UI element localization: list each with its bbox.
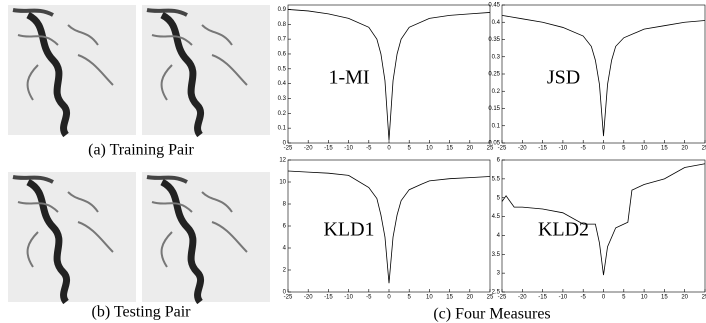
x-tick-label: 0 bbox=[602, 295, 606, 301]
y-tick-label: 0.2 bbox=[278, 111, 287, 117]
y-tick-label: 0.9 bbox=[278, 7, 287, 13]
x-tick-label: 10 bbox=[641, 295, 648, 301]
x-tick-label: -25 bbox=[498, 295, 507, 301]
y-tick-label: 0.8 bbox=[278, 22, 287, 28]
figure: (a) Training Pair (b) Testing Pair (c) F… bbox=[0, 0, 706, 323]
line bbox=[288, 9, 490, 140]
x-tick-label: -10 bbox=[344, 146, 353, 152]
x-tick-label: -15 bbox=[538, 295, 547, 301]
x-tick-label: 15 bbox=[661, 146, 668, 152]
x-tick-label: 15 bbox=[661, 295, 668, 301]
x-tick-label: -25 bbox=[498, 146, 507, 152]
y-tick-label: 0.25 bbox=[488, 72, 500, 78]
x-tick-label: 25 bbox=[702, 146, 706, 152]
x-tick-label: 5 bbox=[622, 146, 626, 152]
x-tick-label: 25 bbox=[702, 295, 706, 301]
x-tick-label: -20 bbox=[518, 146, 527, 152]
annotation: KLD2 bbox=[538, 219, 589, 241]
x-tick-label: 5 bbox=[622, 295, 626, 301]
x-tick-label: -10 bbox=[559, 295, 568, 301]
x-tick-label: -5 bbox=[366, 146, 372, 152]
x-tick-label: 20 bbox=[466, 295, 473, 301]
x-tick-label: 20 bbox=[681, 295, 688, 301]
x-tick-label: -20 bbox=[304, 146, 313, 152]
y-tick-label: 0.5 bbox=[278, 66, 287, 72]
y-tick-label: 0.4 bbox=[278, 81, 287, 87]
y-tick-label: 0.2 bbox=[492, 89, 501, 95]
x-tick-label: 0 bbox=[602, 146, 606, 152]
y-tick-label: 0.45 bbox=[488, 3, 500, 9]
plot-frame bbox=[502, 5, 705, 143]
y-tick-label: 12 bbox=[279, 158, 286, 164]
annotation: KLD1 bbox=[323, 219, 374, 241]
y-tick-label: 3.5 bbox=[492, 252, 501, 258]
x-tick-label: 5 bbox=[408, 295, 412, 301]
x-tick-label: -15 bbox=[324, 295, 333, 301]
x-tick-label: -25 bbox=[284, 295, 293, 301]
plot-frame bbox=[288, 5, 490, 143]
y-tick-label: 5 bbox=[497, 195, 501, 201]
y-tick-label: 8 bbox=[283, 202, 287, 208]
caption: (a) Training Pair bbox=[88, 142, 194, 159]
x-tick-label: 10 bbox=[426, 295, 433, 301]
x-tick-label: -15 bbox=[538, 146, 547, 152]
y-tick-label: 0.3 bbox=[492, 54, 501, 60]
plot-frame bbox=[288, 160, 490, 292]
y-tick-label: 0.6 bbox=[278, 52, 287, 58]
annotation: 1-MI bbox=[328, 67, 369, 89]
y-tick-label: 0.3 bbox=[278, 96, 287, 102]
y-tick-label: 0.1 bbox=[278, 126, 287, 132]
y-tick-label: 0.35 bbox=[488, 37, 500, 43]
x-tick-label: -5 bbox=[581, 295, 587, 301]
y-tick-label: 0.15 bbox=[488, 106, 500, 112]
x-tick-label: 15 bbox=[446, 146, 453, 152]
x-tick-label: 15 bbox=[446, 295, 453, 301]
x-tick-label: -10 bbox=[344, 295, 353, 301]
x-tick-label: 20 bbox=[466, 146, 473, 152]
x-tick-label: -20 bbox=[518, 295, 527, 301]
annotation: JSD bbox=[547, 67, 580, 89]
y-tick-label: 2 bbox=[283, 268, 287, 274]
y-tick-label: 3 bbox=[497, 271, 501, 277]
image bbox=[8, 5, 136, 135]
line bbox=[502, 15, 705, 136]
image bbox=[142, 5, 270, 135]
line bbox=[288, 171, 490, 283]
x-tick-label: 0 bbox=[387, 295, 391, 301]
x-tick-label: 20 bbox=[681, 146, 688, 152]
caption: (b) Testing Pair bbox=[91, 304, 191, 321]
x-tick-label: 10 bbox=[426, 146, 433, 152]
y-tick-label: 4 bbox=[283, 246, 287, 252]
x-tick-label: 5 bbox=[408, 146, 412, 152]
y-tick-label: 0.4 bbox=[492, 20, 501, 26]
y-tick-label: 6 bbox=[497, 158, 501, 164]
x-tick-label: -25 bbox=[284, 146, 293, 152]
image bbox=[8, 172, 136, 302]
x-tick-label: -5 bbox=[366, 295, 372, 301]
y-tick-label: 4.5 bbox=[492, 214, 501, 220]
line bbox=[502, 164, 705, 275]
x-tick-label: 10 bbox=[641, 146, 648, 152]
caption: (c) Four Measures bbox=[433, 306, 550, 323]
y-tick-label: 10 bbox=[279, 180, 286, 186]
x-tick-label: -15 bbox=[324, 146, 333, 152]
x-tick-label: 0 bbox=[387, 146, 391, 152]
x-tick-label: -20 bbox=[304, 295, 313, 301]
y-tick-label: 0.7 bbox=[278, 37, 287, 43]
y-tick-label: 4 bbox=[497, 233, 501, 239]
y-tick-label: 5.5 bbox=[492, 176, 501, 182]
y-tick-label: 6 bbox=[283, 224, 287, 230]
x-tick-label: -5 bbox=[581, 146, 587, 152]
y-tick-label: 0.1 bbox=[492, 123, 501, 129]
x-tick-label: -10 bbox=[559, 146, 568, 152]
image bbox=[142, 172, 270, 302]
